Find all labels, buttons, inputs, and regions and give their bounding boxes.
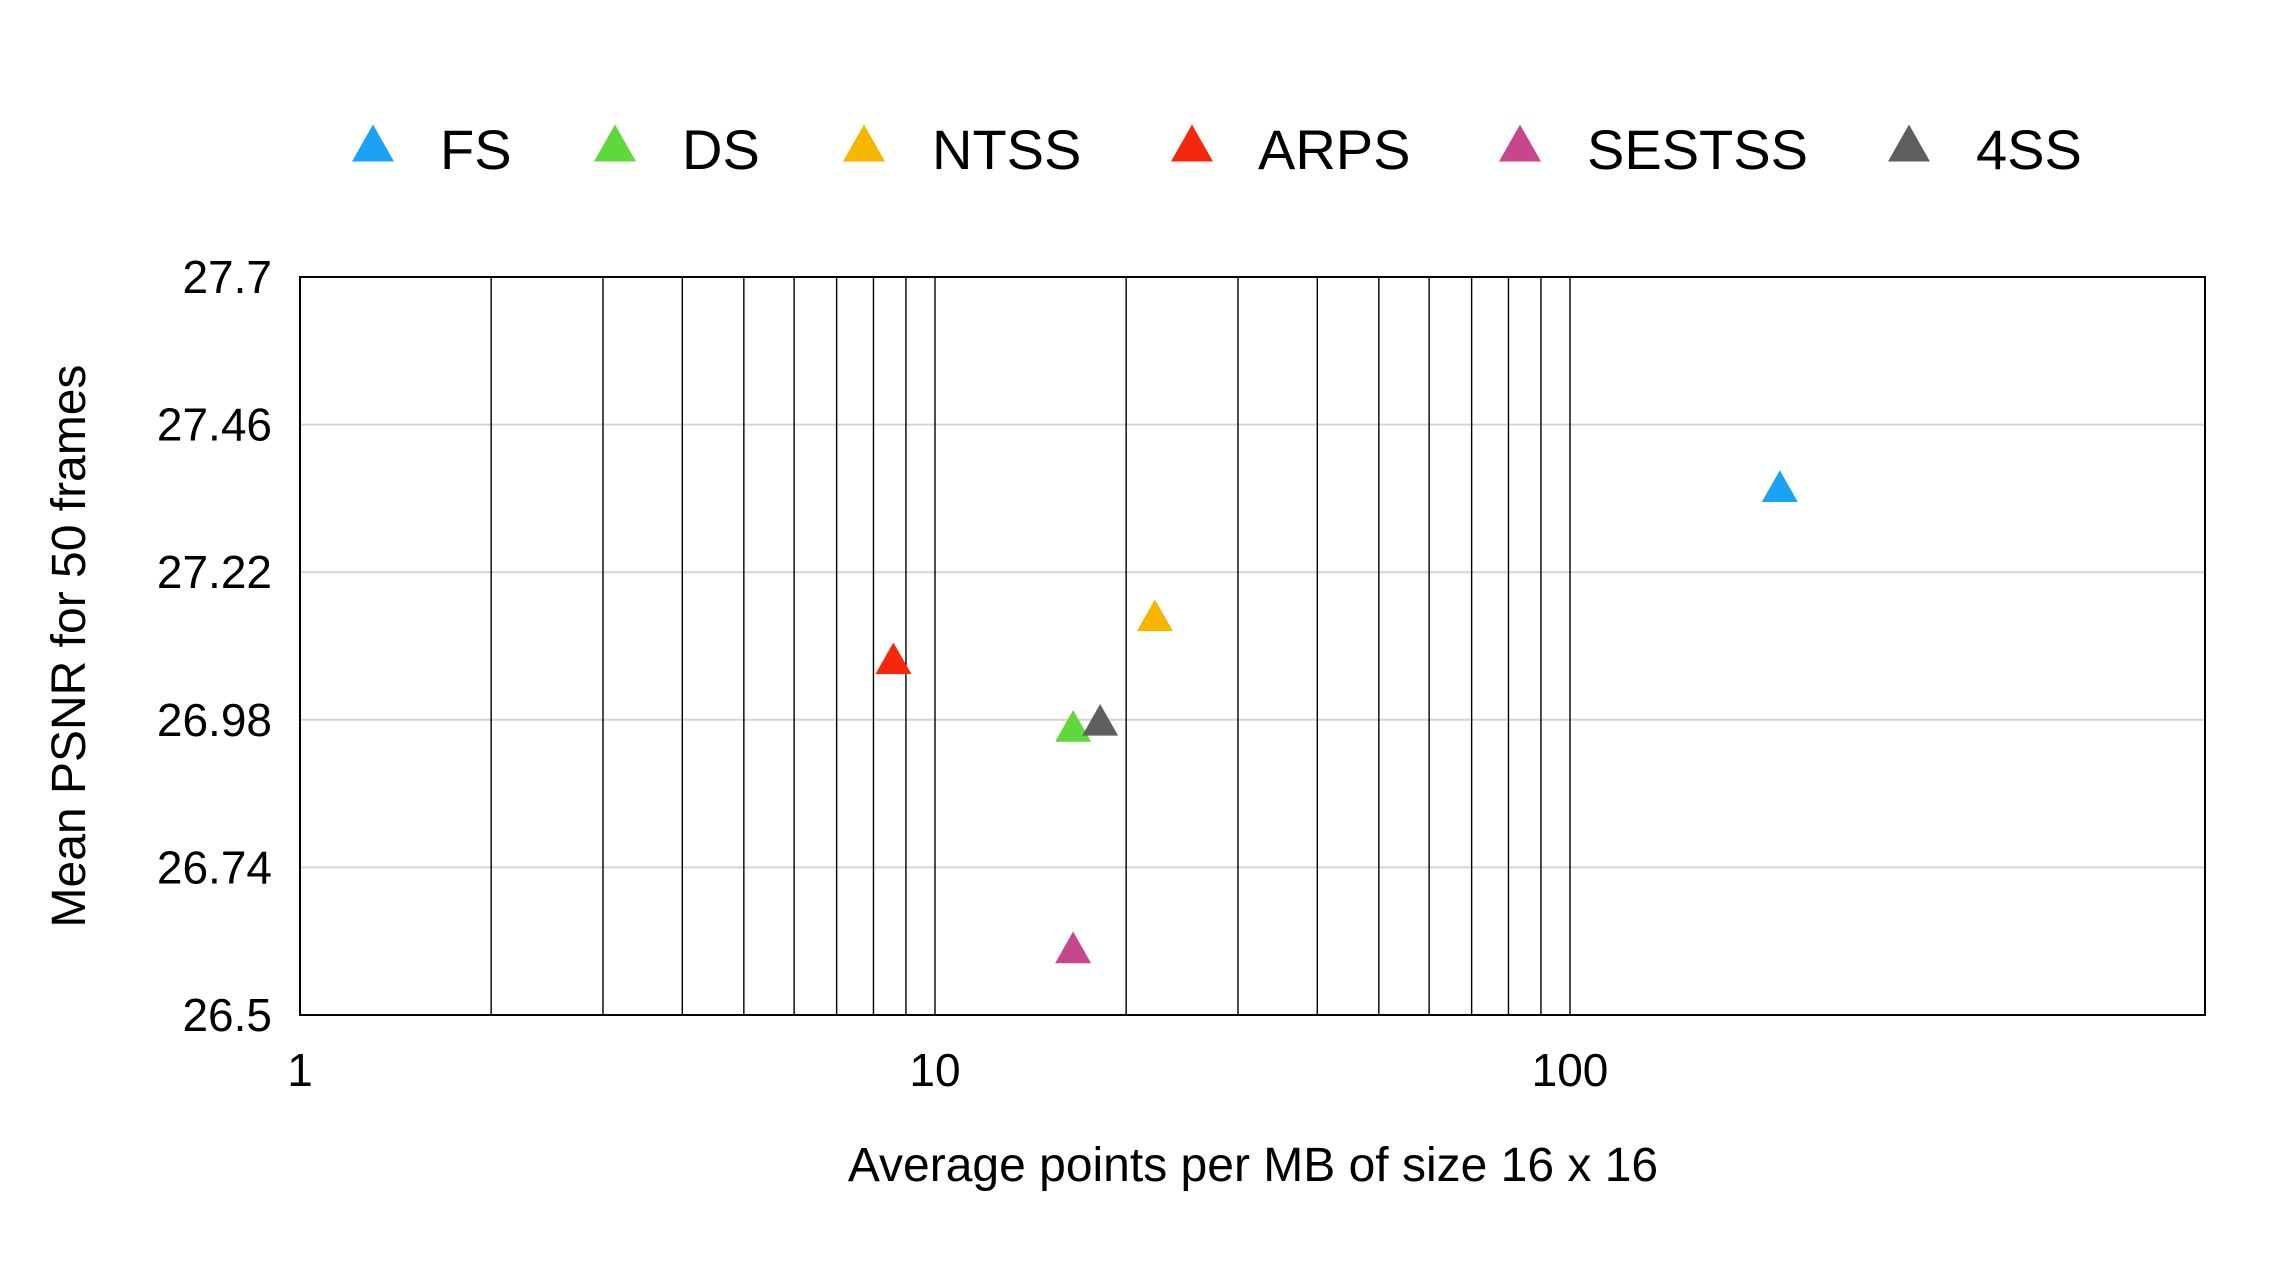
y-tick-label: 27.46 — [157, 399, 272, 451]
x-axis-ticks: 1 10 100 — [287, 1044, 1608, 1096]
data-point-fs — [1761, 470, 1798, 502]
data-point-ntss — [1136, 599, 1173, 632]
legend: FS DS NTSS ARPS SESTSS 4SS — [352, 118, 2082, 181]
y-tick-label: 26.74 — [157, 841, 272, 893]
grid-lines — [300, 277, 2205, 1015]
data-point-arps — [875, 642, 912, 675]
legend-marker-ntss — [843, 124, 885, 162]
y-tick-label: 27.22 — [157, 546, 272, 598]
x-tick-label: 100 — [1532, 1044, 1609, 1096]
data-point-ds — [1055, 710, 1092, 742]
legend-marker-4ss — [1888, 124, 1930, 162]
legend-marker-arps — [1171, 124, 1213, 162]
legend-marker-fs — [352, 124, 394, 162]
x-tick-label: 1 — [287, 1044, 313, 1096]
legend-label-ds: DS — [682, 118, 760, 181]
data-point-4ss — [1082, 703, 1119, 736]
y-tick-label: 26.5 — [182, 989, 272, 1041]
x-axis-label: Average points per MB of size 16 x 16 — [848, 1139, 1658, 1192]
legend-label-ntss: NTSS — [932, 118, 1081, 181]
x-tick-label: 10 — [909, 1044, 960, 1096]
y-axis-ticks: 26.5 26.74 26.98 27.22 27.46 27.7 — [157, 251, 272, 1041]
legend-marker-ds — [594, 124, 636, 162]
data-points — [875, 470, 1798, 964]
y-axis-label: Mean PSNR for 50 frames — [43, 365, 96, 928]
legend-label-sestss: SESTSS — [1587, 118, 1808, 181]
legend-label-4ss: 4SS — [1976, 118, 2082, 181]
legend-marker-sestss — [1499, 124, 1541, 162]
y-tick-label: 27.7 — [182, 251, 272, 303]
data-point-sestss — [1055, 931, 1092, 964]
legend-label-arps: ARPS — [1258, 118, 1411, 181]
y-tick-label: 26.98 — [157, 694, 272, 746]
plot-area — [299, 276, 2206, 1016]
legend-label-fs: FS — [440, 118, 512, 181]
